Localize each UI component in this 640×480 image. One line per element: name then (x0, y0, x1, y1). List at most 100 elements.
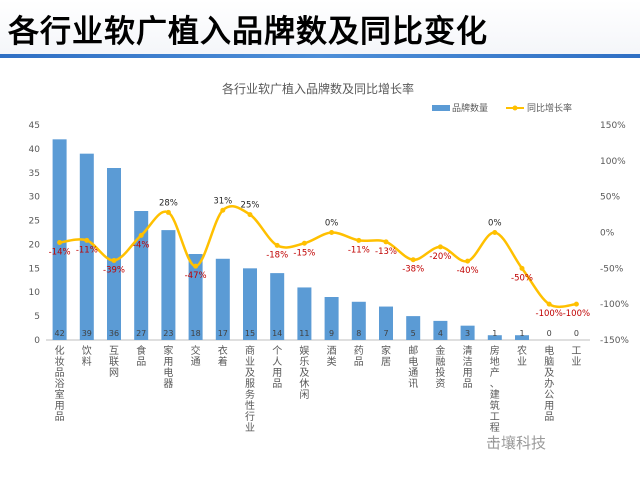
brand-watermark: 击壤科技 (486, 432, 546, 453)
chart-title: 各行业软广植入品牌数及同比增长率 (222, 81, 414, 96)
x-tick-label: 家居 (381, 344, 391, 368)
bar-value-label: 7 (383, 329, 388, 338)
bar (324, 297, 339, 340)
growth-rate-label: -20% (429, 252, 451, 262)
y-left-tick-label: 0 (34, 336, 40, 346)
growth-rate-label: -11% (76, 245, 98, 255)
growth-rate-label: -38% (402, 265, 424, 275)
bar-value-label: 8 (356, 329, 361, 338)
x-tick-label: 商业及服务性行业 (245, 344, 255, 434)
growth-rate-point (220, 207, 226, 213)
brand-watermark-text: 击壤科技 (486, 434, 547, 452)
bar-value-label: 14 (272, 329, 282, 338)
growth-rate-point (546, 301, 552, 307)
x-tick-label: 电脑及办公用品 (544, 344, 554, 423)
y-right-tick-label: -150% (600, 336, 629, 346)
bar (134, 211, 149, 340)
x-tick-label: 房地产、建筑工程… (490, 344, 500, 445)
y-right-tick-label: 0% (600, 229, 615, 239)
growth-rate-label: 31% (213, 196, 232, 206)
bar-value-label: 17 (218, 329, 228, 338)
bar-value-label: 39 (82, 329, 92, 338)
x-tick-label: 金融投资 (435, 344, 445, 390)
bar-value-label: 11 (299, 329, 309, 338)
growth-rate-label: -13% (375, 247, 397, 257)
bar (351, 301, 366, 340)
y-right-tick-label: -100% (600, 300, 629, 310)
bar (515, 335, 529, 340)
growth-rate-point (573, 301, 579, 307)
x-tick-label: 化妆品浴室用品 (55, 344, 65, 423)
bar (52, 139, 67, 340)
growth-rate-point (301, 240, 307, 246)
growth-rate-label: -100% (563, 309, 590, 319)
y-left-tick-label: 15 (29, 264, 40, 274)
growth-rate-label: -47% (185, 271, 207, 281)
bar (487, 335, 502, 340)
y-right-tick-label: 100% (600, 157, 626, 167)
bar (297, 287, 312, 340)
x-tick-label: 清洁用品 (463, 344, 473, 390)
bar (215, 258, 230, 340)
y-left-tick-label: 25 (29, 217, 40, 227)
y-left-tick-label: 30 (29, 193, 41, 203)
bar (243, 268, 257, 340)
x-tick-label: 酒类 (327, 345, 337, 368)
growth-rate-label: 0% (325, 219, 339, 229)
bar-value-label: 9 (329, 329, 334, 338)
bar-value-label: 0 (574, 329, 579, 338)
bar (460, 325, 475, 340)
x-tick-label: 交通 (191, 344, 201, 368)
growth-rate-point (84, 237, 90, 243)
legend-label-bar: 品牌数量 (452, 102, 488, 114)
growth-rate-point (437, 244, 443, 250)
bar-value-label: 42 (55, 329, 65, 338)
bar (161, 230, 176, 340)
x-tick-label: 个人用品 (272, 345, 282, 390)
growth-rate-line (59, 205, 577, 309)
x-tick-label: 农业 (517, 344, 527, 368)
y-left-tick-label: 10 (29, 288, 41, 298)
y-right-tick-label: -50% (600, 264, 624, 274)
bar-value-label: 5 (411, 329, 416, 338)
bar (107, 168, 121, 340)
growth-rate-point (410, 257, 416, 263)
growth-rate-point (383, 239, 389, 245)
header-divider (0, 54, 640, 58)
bar-value-label: 4 (438, 329, 443, 338)
y-left-tick-label: 40 (29, 145, 41, 155)
x-tick-label: 家用电器 (163, 344, 173, 390)
growth-rate-point (274, 242, 280, 248)
bar (188, 254, 203, 340)
x-tick-label: 邮电通讯 (408, 344, 418, 390)
bar (79, 153, 94, 340)
x-tick-label: 娱乐及休闲 (299, 344, 309, 401)
bar-value-label: 3 (465, 329, 470, 338)
growth-rate-point (138, 232, 144, 238)
bar (433, 320, 448, 340)
growth-rate-point (356, 237, 362, 243)
x-tick-label: 药品 (354, 345, 364, 368)
growth-rate-label: -15% (293, 248, 315, 258)
growth-rate-point (247, 212, 253, 218)
growth-rate-label: -11% (348, 245, 370, 255)
growth-rate-label: 0% (488, 219, 502, 229)
bar-value-label: 36 (109, 329, 119, 338)
growth-rate-point (57, 240, 63, 246)
x-tick-label: 互联网 (109, 345, 119, 379)
bar-value-label: 23 (163, 329, 173, 338)
growth-rate-label: -40% (457, 266, 479, 276)
bar (270, 273, 285, 340)
bar-value-label: 1 (492, 329, 497, 338)
bar (379, 306, 393, 340)
bar-value-label: 1 (519, 329, 524, 338)
growth-rate-label: 28% (159, 198, 178, 208)
bar-value-label: 15 (245, 329, 255, 338)
growth-rate-point (193, 263, 199, 269)
chart-container (0, 58, 640, 480)
bar (406, 316, 421, 340)
growth-rate-label: -14% (49, 248, 71, 258)
growth-rate-point (465, 258, 471, 264)
growth-rate-label: -39% (103, 265, 125, 275)
